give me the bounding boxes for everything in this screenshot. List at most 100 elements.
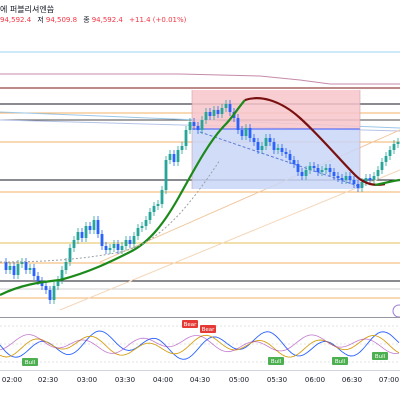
bull-badge: Bull	[268, 357, 284, 365]
candle-body	[92, 220, 96, 230]
candle-body	[124, 240, 128, 246]
candle-body	[176, 150, 180, 162]
red-range-box	[192, 90, 360, 129]
moving-averages	[0, 97, 400, 296]
time-axis[interactable]: 02:00 02:30 03:00 03:30 04:00 04:30 05:00 05:30…	[0, 370, 400, 400]
time-axis-label: 06:00	[304, 376, 326, 384]
symbol-title-text: 에 퍼블리셔엔씀	[0, 5, 55, 14]
candle-body	[200, 120, 204, 130]
range-boxes	[191, 90, 361, 189]
candle-body	[20, 262, 24, 264]
candle-body	[264, 138, 268, 146]
candle-body	[8, 266, 12, 270]
candle-body	[88, 226, 92, 230]
candle-body	[280, 148, 284, 152]
candle-body	[52, 286, 56, 300]
candle-body	[364, 178, 368, 182]
bear-badge: Bear	[200, 325, 216, 333]
candle-body	[156, 204, 160, 206]
ohlc-close: 종 94,592.4	[83, 16, 123, 24]
candlestick-series	[4, 100, 400, 304]
candle-body	[80, 232, 84, 238]
badge-label: Bear	[184, 322, 198, 328]
badge-label: Bear	[202, 327, 216, 333]
candle-body	[332, 172, 336, 176]
candle-body	[256, 142, 260, 150]
candle-body	[392, 144, 396, 150]
candle-body	[104, 246, 108, 250]
candle-body	[188, 122, 192, 130]
oscillator-line-fast	[0, 330, 400, 360]
candle-body	[304, 170, 308, 176]
candle-body	[276, 148, 280, 150]
candle-body	[284, 152, 288, 154]
candle-body	[384, 156, 388, 162]
darkred-moving-average	[244, 97, 386, 186]
candle-body	[28, 268, 32, 270]
candle-body	[32, 268, 36, 276]
ohlc-readout: 94,592.4 저 94,509.8 종 94,592.4 +11.4 (+0.0…	[0, 15, 190, 26]
time-axis-label: 04:00	[152, 376, 174, 384]
candle-body	[348, 176, 352, 180]
candle-body	[44, 286, 48, 290]
time-axis-label: 03:30	[114, 376, 136, 384]
candle-body	[144, 220, 148, 226]
ohlc-change: +11.4 (+0.01%)	[129, 16, 187, 24]
candle-body	[172, 154, 176, 162]
candle-body	[396, 142, 400, 144]
candle-body	[312, 166, 316, 168]
candle-body	[4, 262, 8, 270]
chart-header: 에 퍼블리셔엔씀 94,592.4 저 94,509.8 종 94,592.4 +1…	[0, 0, 400, 26]
candle-body	[324, 168, 328, 170]
divergence-badges: Bull Bear Bear Bull Bull Bull	[22, 320, 388, 366]
candle-body	[120, 246, 124, 250]
candle-body	[64, 262, 68, 270]
oscillator-line-signal	[0, 334, 400, 355]
candle-body	[48, 290, 52, 300]
candle-body	[368, 178, 372, 180]
candle-body	[328, 168, 332, 172]
ohlc-high: 94,592.4	[0, 16, 32, 24]
candle-body	[352, 180, 356, 184]
time-axis-label: 06:30	[341, 376, 363, 384]
candle-body	[376, 170, 380, 176]
candle-body	[16, 264, 20, 275]
candle-body	[148, 212, 152, 220]
bull-badge: Bull	[372, 352, 388, 360]
badge-label: Bull	[335, 359, 346, 365]
candle-body	[268, 138, 272, 142]
bull-badge: Bull	[22, 358, 38, 366]
candle-body	[248, 128, 252, 138]
candle-body	[168, 154, 172, 160]
candle-body	[208, 112, 212, 116]
candle-body	[372, 176, 376, 180]
green-ma-tail	[374, 178, 400, 187]
green-moving-average	[0, 99, 246, 296]
candle-body	[204, 112, 208, 120]
pane-separator[interactable]	[0, 317, 400, 318]
time-axis-label: 03:00	[76, 376, 98, 384]
oscillator-pane[interactable]: Bull Bear Bear Bull Bull Bull	[0, 318, 400, 370]
symbol-title: 에 퍼블리셔엔씀	[0, 4, 54, 16]
candle-body	[272, 142, 276, 150]
ohlc-low: 저 94,509.8	[37, 16, 78, 24]
candle-body	[164, 160, 168, 190]
price-chart-canvas[interactable]	[0, 0, 400, 370]
oscillator-line-slow	[0, 334, 400, 358]
candle-body	[184, 130, 188, 146]
bull-badge: Bull	[332, 357, 348, 365]
candle-body	[76, 232, 80, 240]
candle-body	[252, 138, 256, 142]
candle-body	[336, 176, 340, 178]
candle-body	[128, 240, 132, 244]
candle-body	[108, 248, 112, 250]
candle-body	[96, 220, 100, 234]
candle-body	[340, 178, 344, 180]
candle-body	[296, 164, 300, 172]
candle-body	[56, 280, 60, 286]
time-axis-label: 05:30	[266, 376, 288, 384]
badge-label: Bull	[375, 354, 386, 360]
candle-body	[112, 244, 116, 248]
price-marker-circle	[392, 304, 400, 318]
